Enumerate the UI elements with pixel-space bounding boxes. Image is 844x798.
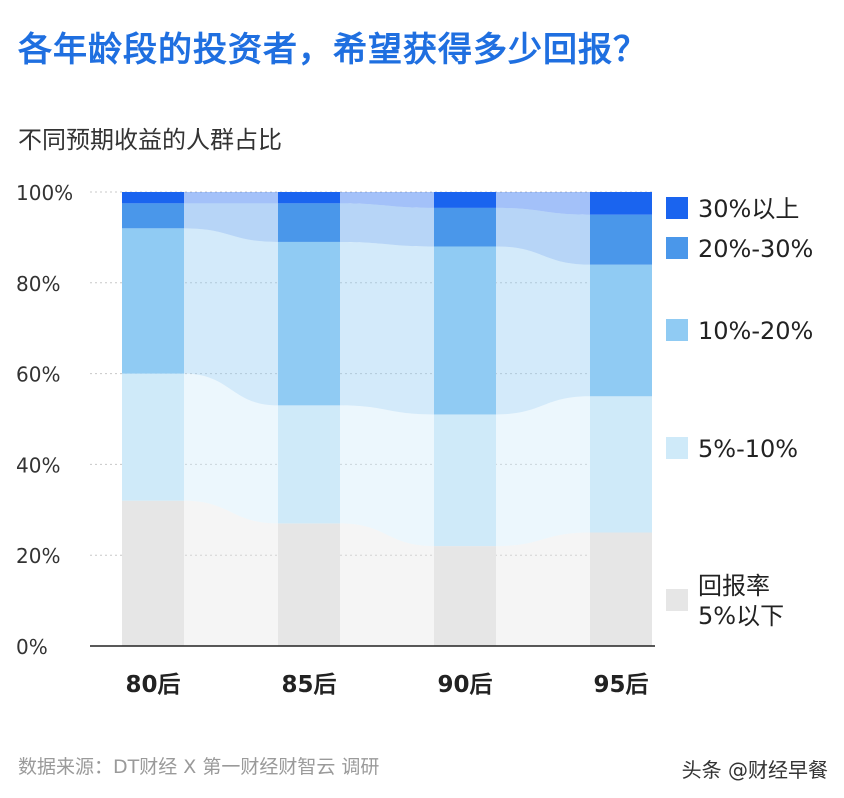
bar-segment bbox=[590, 532, 652, 646]
legend-swatch bbox=[666, 197, 688, 219]
bar-segment bbox=[122, 203, 184, 229]
bar-segment bbox=[122, 500, 184, 646]
bar-segment bbox=[434, 546, 496, 646]
flow-band bbox=[184, 192, 278, 204]
watermark: 头条 @财经早餐 bbox=[681, 758, 828, 782]
y-tick-label: 40% bbox=[16, 453, 60, 477]
legend-label: 20%-30% bbox=[698, 235, 813, 263]
grid-lines bbox=[90, 191, 655, 556]
legend-swatch bbox=[666, 319, 688, 341]
bar-segment bbox=[434, 207, 496, 247]
flow-band bbox=[340, 405, 434, 547]
x-tick-label: 80后 bbox=[125, 672, 180, 698]
bar-segment bbox=[590, 192, 652, 215]
y-tick-label: 0% bbox=[16, 635, 48, 659]
bar-segment bbox=[590, 264, 652, 397]
bar-segment bbox=[590, 396, 652, 533]
flow-band bbox=[496, 246, 590, 415]
bar-segment bbox=[278, 203, 340, 242]
flow-band bbox=[184, 373, 278, 524]
bar-segment bbox=[122, 192, 184, 204]
y-axis: 0% 20% 40% 60% 80% 100% bbox=[16, 181, 655, 659]
flow-band bbox=[340, 203, 434, 247]
flow-band bbox=[340, 192, 434, 208]
flow-band bbox=[340, 241, 434, 415]
y-tick-label: 60% bbox=[16, 363, 60, 387]
legend-label: 30%以上 bbox=[698, 195, 799, 223]
bar-segment bbox=[278, 241, 340, 406]
legend-label: 5%-10% bbox=[698, 435, 798, 463]
bar-segment bbox=[434, 414, 496, 547]
flow-band bbox=[340, 523, 434, 646]
chart-title: 各年龄段的投资者，希望获得多少回报？ bbox=[18, 30, 648, 70]
flow-band bbox=[496, 192, 590, 215]
legend-swatch bbox=[666, 437, 688, 459]
bar-segment bbox=[122, 373, 184, 501]
bar-segment bbox=[278, 405, 340, 524]
stacked-bar-chart: 0% 20% 40% 60% 80% 100% 80后 85后 90后 95后 30%以上 20%… bbox=[16, 181, 813, 698]
x-tick-label: 95后 bbox=[593, 672, 648, 698]
flow-band bbox=[184, 228, 278, 406]
y-tick-label: 100% bbox=[16, 181, 73, 205]
legend-label: 回报率 bbox=[698, 572, 770, 600]
flow-band bbox=[184, 500, 278, 646]
flow-band bbox=[496, 207, 590, 265]
x-tick-label: 85后 bbox=[281, 672, 336, 698]
bar-segment bbox=[434, 192, 496, 208]
flow-band bbox=[496, 396, 590, 547]
bar-segment bbox=[278, 523, 340, 646]
chart-subtitle: 不同预期收益的人群占比 bbox=[18, 126, 282, 154]
legend-label: 5%以下 bbox=[698, 602, 784, 630]
bars bbox=[122, 192, 652, 646]
legend-label: 10%-20% bbox=[698, 317, 813, 345]
bar-segment bbox=[434, 246, 496, 415]
flow-bands bbox=[184, 192, 590, 646]
legend-swatch bbox=[666, 237, 688, 259]
y-tick-label: 20% bbox=[16, 544, 60, 568]
flow-band bbox=[496, 532, 590, 646]
source-note: 数据来源：DT财经 X 第一财经财智云 调研 bbox=[18, 756, 380, 778]
x-tick-label: 90后 bbox=[437, 672, 492, 698]
legend-swatch bbox=[666, 589, 688, 611]
x-axis: 80后 85后 90后 95后 bbox=[125, 672, 648, 698]
bar-segment bbox=[590, 214, 652, 265]
bar-segment bbox=[278, 192, 340, 204]
y-tick-label: 80% bbox=[16, 272, 60, 296]
bar-segment bbox=[122, 228, 184, 374]
flow-band bbox=[184, 203, 278, 242]
